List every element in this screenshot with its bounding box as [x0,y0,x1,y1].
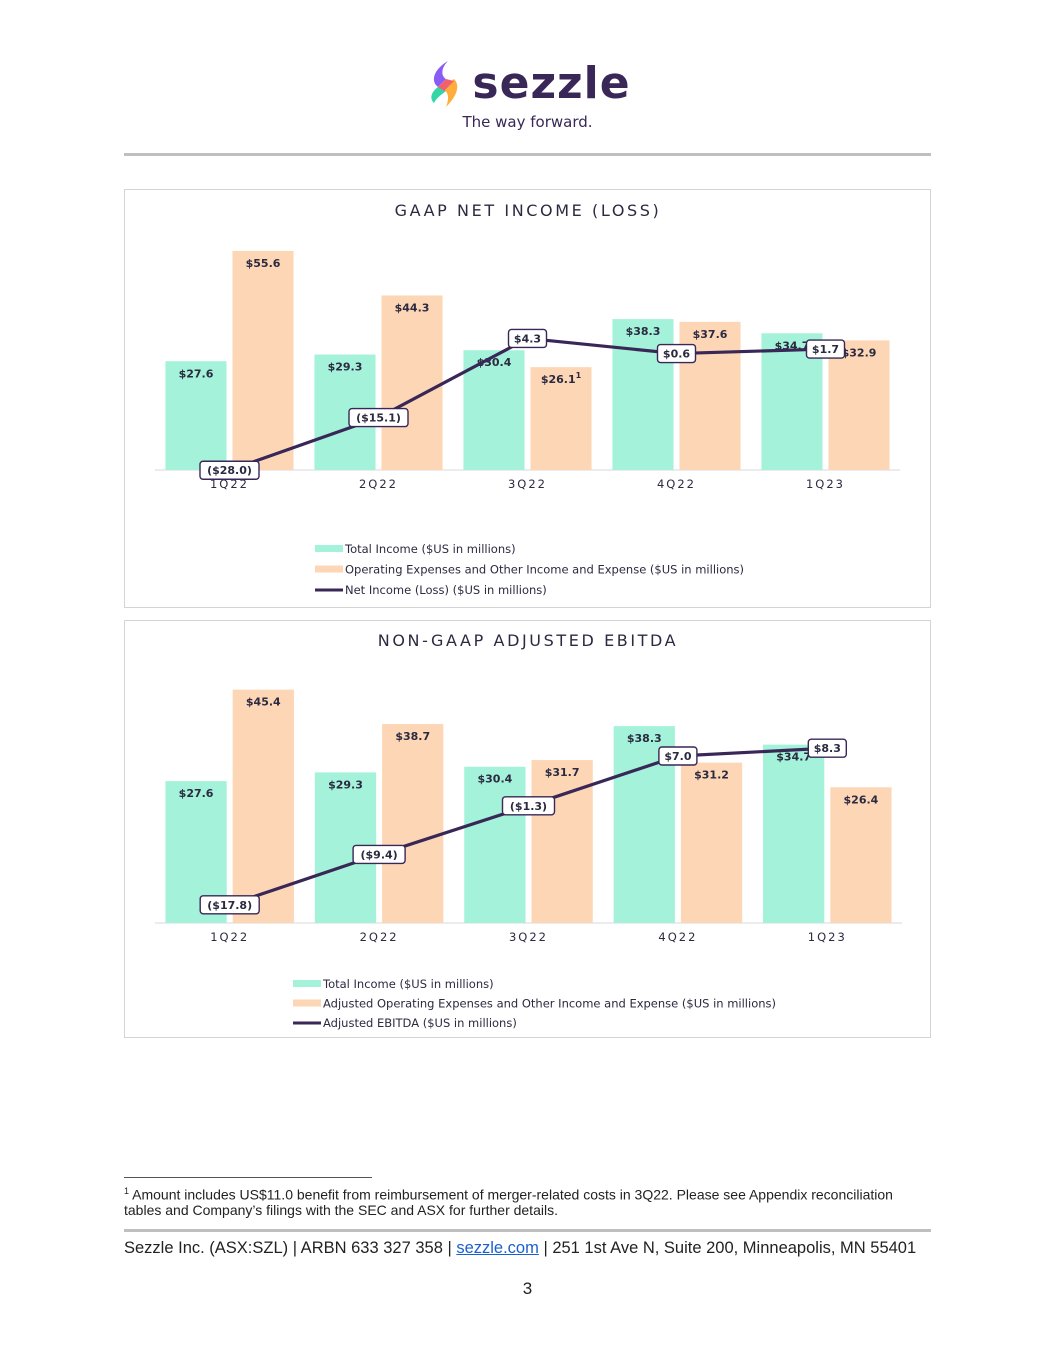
bar-income-1q22 [165,361,227,470]
x-tick-label: 4Q22 [658,930,697,944]
bar-expense-1q22 [232,250,294,470]
x-tick-label: 3Q22 [509,930,548,944]
bar-data-label: $29.3 [328,778,363,791]
line-point-label-box [805,339,846,359]
bar-data-label: $26.4 [844,793,879,806]
line-point-label-box [658,746,698,766]
legend-swatch-income [315,545,343,552]
bar-data-label: $34.7 [776,751,811,764]
footer-suffix: | 251 1st Ave N, Suite 200, Minneapolis,… [538,1239,917,1257]
line-point-label: ($1.3) [510,800,547,813]
bar-income-3q22 [464,766,526,923]
bar-expense-2q22 [382,724,444,923]
bar-expense-1q22 [232,689,294,923]
line-point-label-box [199,460,260,480]
footnote-marker: 1 [124,1186,130,1196]
bar-data-label: $38.7 [395,730,430,743]
chart-title: NON-GAAP ADJUSTED EBITDA [378,631,678,650]
x-tick-label: 2Q22 [359,477,398,491]
tagline: The way forward. [462,113,593,131]
bar-expense-2q22 [381,295,443,470]
bar-data-label: $32.9 [842,346,877,359]
legend-entry: Net Income (Loss) ($US in millions) [345,583,547,597]
bar-data-label: $29.3 [328,361,363,374]
x-tick-label: 3Q22 [508,477,547,491]
bar-data-label: $44.3 [395,301,430,314]
footer: Sezzle Inc. (ASX:SZL) | ARBN 633 327 358… [124,1239,934,1258]
footnote-marker: 1 [576,371,582,380]
legend-entry: Adjusted EBITDA ($US in millions) [323,1016,517,1030]
bar-data-label: $31.2 [694,769,729,782]
bar-expense-1q23 [828,340,890,470]
header: sezzle The way forward. [0,56,1055,131]
line-point-label-box [348,407,409,428]
line-point-label: $0.6 [663,348,690,361]
legend-swatch-income [293,980,321,987]
footnote: 1 Amount includes US$11.0 benefit from r… [124,1184,924,1218]
x-tick-label: 1Q23 [806,477,845,491]
bar-expense-1q23 [830,787,892,923]
legend-swatch-expense [293,999,321,1007]
page-number: 3 [522,1279,533,1298]
line-point-label-box [807,738,847,758]
legend-entry: Operating Expenses and Other Income and … [345,563,744,577]
bar-data-label: $30.4 [477,773,512,786]
bar-income-4q22 [612,319,674,470]
line-point-label-box [507,328,548,349]
footnote-divider [124,1177,372,1178]
line-point-label: $1.7 [812,343,839,356]
website-link[interactable]: sezzle.com [456,1239,539,1257]
bar-data-label: $31.7 [545,766,580,779]
line-point-label: $7.0 [664,750,691,763]
bar-data-label: $45.4 [246,696,281,709]
line-point-label: $4.3 [514,332,541,345]
x-tick-label: 2Q22 [360,930,399,944]
legend-entry: Total Income ($US in millions) [344,542,516,556]
brand-logo: sezzle [424,56,630,112]
footnote-text: Amount includes US$11.0 benefit from rei… [124,1186,893,1218]
bar-income-3q22 [463,350,525,470]
adjusted-ebitda-chart: NON-GAAP ADJUSTED EBITDA $27.6 $45.4 1Q22 $2… [155,631,902,1030]
sezzle-logo-icon [431,61,458,107]
bar-expense-3q22 [530,367,592,470]
line-point-label: ($15.1) [356,412,401,425]
brand-name: sezzle [472,58,631,109]
bar-data-label: $37.6 [693,328,728,341]
chart-title: GAAP NET INCOME (LOSS) [395,201,662,220]
legend-swatch-expense [315,565,343,573]
bar-data-label: $38.3 [627,732,662,745]
line-point-label-box [199,895,260,915]
line-point-label: ($28.0) [207,464,252,477]
bar-expense-3q22 [531,760,593,923]
bar-expense-4q22 [680,762,743,923]
header-divider [124,153,931,156]
footer-prefix: Sezzle Inc. (ASX:SZL) | ARBN 633 327 358… [124,1239,457,1257]
legend-entry: Adjusted Operating Expenses and Other In… [323,997,776,1011]
gaap-net-income-chart: GAAP NET INCOME (LOSS) $27.6 $55.6 1Q22 $29.… [155,201,900,597]
line-point-label-box [656,343,697,364]
legend-entry: Total Income ($US in millions) [322,977,494,991]
x-tick-label: 1Q22 [210,477,249,491]
bar-data-label: $27.6 [179,787,214,800]
line-point-label-box [352,844,406,865]
adjusted-ebitda-panel: NON-GAAP ADJUSTED EBITDA $27.6 $45.4 1Q22 $2… [124,620,931,1038]
x-tick-label: 1Q22 [210,930,249,944]
x-tick-label: 4Q22 [657,477,696,491]
bar-data-label: $26.11 [541,371,582,386]
footer-divider [124,1229,931,1232]
line-point-label-box [501,796,556,816]
x-tick-label: 1Q23 [808,930,847,944]
line-point-label: ($9.4) [360,848,397,861]
bar-income-1q23 [763,744,825,923]
bar-data-label: $27.6 [179,367,214,380]
line-point-label: ($17.8) [207,899,252,912]
line-point-label: $8.3 [814,742,841,755]
bar-data-label: $55.6 [246,257,281,270]
gaap-net-income-panel: GAAP NET INCOME (LOSS) $27.6 $55.6 1Q22 $29.… [124,189,931,608]
bar-data-label: $38.3 [626,325,661,338]
